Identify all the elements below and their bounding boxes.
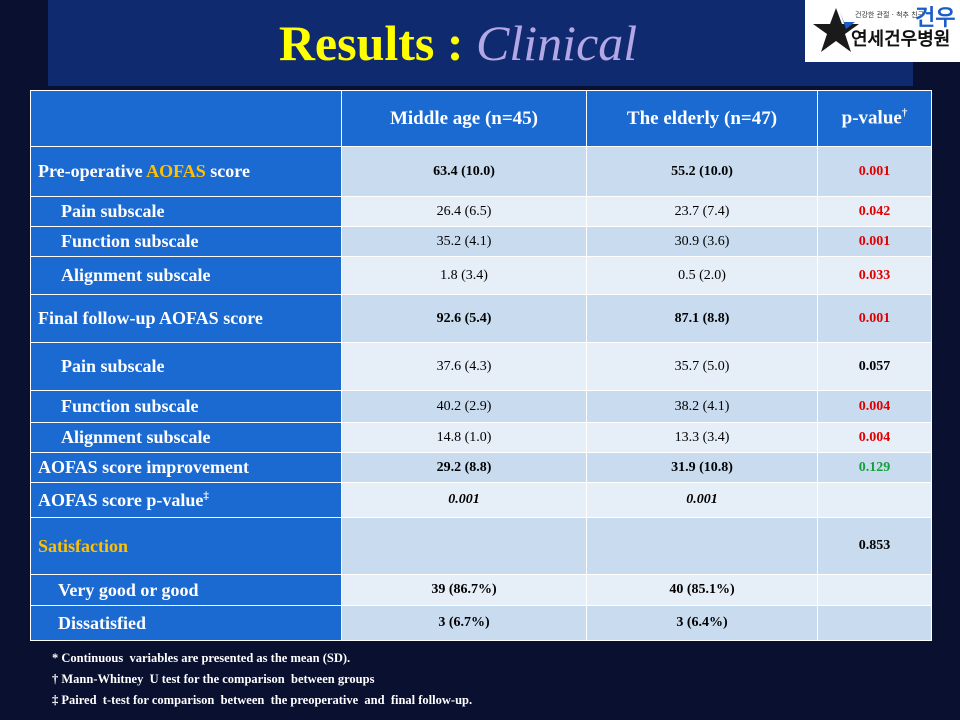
cell-pvalue: 0.057 [817,342,932,391]
table-row: Pain subscale 37.6 (4.3) 35.7 (5.0) 0.05… [30,342,932,391]
cell-middle: 40.2 (2.9) [341,390,587,423]
cell-middle: 1.8 (3.4) [341,256,587,295]
slide-title: Results : Clinical [48,10,868,76]
cell-elderly: 40 (85.1%) [586,574,818,606]
row-label-mark: ‡ [203,489,209,502]
title-band [48,0,913,86]
cell-elderly: 31.9 (10.8) [586,452,818,483]
table-row: Very good or good 39 (86.7%) 40 (85.1%) [30,574,932,606]
header-pvalue-mark: † [901,107,908,120]
cell-middle: 39 (86.7%) [341,574,587,606]
row-label: Pain subscale [30,196,342,227]
row-label-post: score [205,161,250,181]
cell-elderly: 38.2 (4.1) [586,390,818,423]
cell-middle: 26.4 (6.5) [341,196,587,227]
row-label: Pre-operative AOFAS score [30,146,342,197]
logo-mark: 건우 [915,6,956,31]
row-label: Satisfaction [30,517,342,575]
cell-pvalue: 0.004 [817,422,932,453]
cell-elderly: 0.001 [586,482,818,518]
star-person-icon [813,8,859,52]
results-table: Middle age (n=45) The elderly (n=47) p-v… [30,90,932,641]
footnote-sd: * Continuous variables are presented as … [52,651,351,665]
row-label: AOFAS score p-value‡ [30,482,342,518]
cell-pvalue: 0.001 [817,146,932,197]
table-row: Dissatisfied 3 (6.7%) 3 (6.4%) [30,605,932,641]
cell-pvalue: 0.001 [817,294,932,343]
cell-pvalue: 0.853 [817,517,932,575]
table-row: Pain subscale 26.4 (6.5) 23.7 (7.4) 0.04… [30,196,932,227]
title-clinical: Clinical [476,15,638,71]
row-label-pre: Pre-operative [38,161,147,181]
row-label: Alignment subscale [30,422,342,453]
table-row: Function subscale 40.2 (2.9) 38.2 (4.1) … [30,390,932,423]
cell-pvalue [817,574,932,606]
header-elderly: The elderly (n=47) [586,90,818,147]
table-row: Pre-operative AOFAS score 63.4 (10.0) 55… [30,146,932,197]
cell-elderly: 55.2 (10.0) [586,146,818,197]
row-label: Pain subscale [30,342,342,391]
row-label: Alignment subscale [30,256,342,295]
cell-elderly: 0.5 (2.0) [586,256,818,295]
row-label: Very good or good [30,574,342,606]
header-pvalue: p-value† [817,90,932,147]
cell-pvalue [817,482,932,518]
cell-middle: 35.2 (4.1) [341,226,587,257]
row-label: Final follow-up AOFAS score [30,294,342,343]
cell-pvalue [817,605,932,641]
header-empty [30,90,342,147]
cell-elderly: 3 (6.4%) [586,605,818,641]
cell-pvalue: 0.042 [817,196,932,227]
cell-middle: 37.6 (4.3) [341,342,587,391]
cell-pvalue: 0.129 [817,452,932,483]
cell-middle: 63.4 (10.0) [341,146,587,197]
cell-elderly: 23.7 (7.4) [586,196,818,227]
cell-middle: 92.6 (5.4) [341,294,587,343]
logo-hospital-name: 연세건우병원 [851,29,951,50]
cell-middle [341,517,587,575]
table-row: Alignment subscale 1.8 (3.4) 0.5 (2.0) 0… [30,256,932,295]
header-pvalue-label: p-value [841,107,902,129]
hospital-logo: 건강한 관절 · 척추 친구 연세건우병원 건우 [805,0,960,62]
cell-middle: 3 (6.7%) [341,605,587,641]
table-row: Alignment subscale 14.8 (1.0) 13.3 (3.4)… [30,422,932,453]
table-row: Final follow-up AOFAS score 92.6 (5.4) 8… [30,294,932,343]
cell-elderly: 30.9 (3.6) [586,226,818,257]
cell-middle: 0.001 [341,482,587,518]
table-row: AOFAS score p-value‡ 0.001 0.001 [30,482,932,518]
table-row: Satisfaction 0.853 [30,517,932,575]
row-label-text: AOFAS score p-value [38,489,204,510]
cell-elderly: 87.1 (8.8) [586,294,818,343]
cell-middle: 14.8 (1.0) [341,422,587,453]
row-label: Function subscale [30,390,342,423]
table-row: Function subscale 35.2 (4.1) 30.9 (3.6) … [30,226,932,257]
footnotes: * Continuous variables are presented as … [52,648,472,711]
row-label: Dissatisfied [30,605,342,641]
logo-tagline: 건강한 관절 · 척추 친구 [855,11,925,19]
table-row: AOFAS score improvement 29.2 (8.8) 31.9 … [30,452,932,483]
row-label: Function subscale [30,226,342,257]
header-middle-age: Middle age (n=45) [341,90,587,147]
cell-middle: 29.2 (8.8) [341,452,587,483]
cell-elderly: 13.3 (3.4) [586,422,818,453]
title-results: Results : [278,15,477,71]
footnote-paired-ttest: ‡ Paired t-test for comparison between t… [52,693,473,707]
row-label: AOFAS score improvement [30,452,342,483]
cell-pvalue: 0.004 [817,390,932,423]
cell-elderly: 35.7 (5.0) [586,342,818,391]
row-label-highlight: AOFAS [146,161,206,181]
cell-elderly [586,517,818,575]
table-header-row: Middle age (n=45) The elderly (n=47) p-v… [30,90,932,147]
footnote-mann-whitney: † Mann-Whitney U test for the comparison… [52,672,375,686]
cell-pvalue: 0.033 [817,256,932,295]
cell-pvalue: 0.001 [817,226,932,257]
